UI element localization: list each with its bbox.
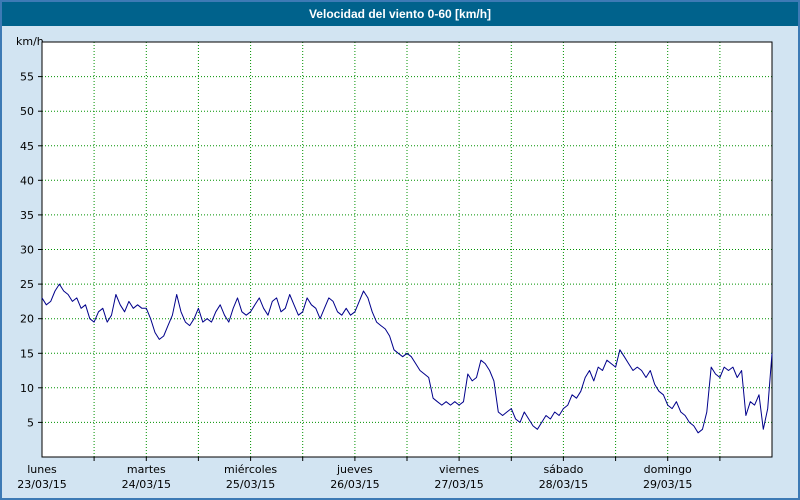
svg-text:55: 55 bbox=[20, 71, 34, 84]
svg-text:jueves: jueves bbox=[336, 463, 373, 476]
x-axis-labels: lunes 23/03/15 martes 24/03/15 miércoles 25/0… bbox=[17, 463, 692, 491]
axis-ticks bbox=[38, 76, 721, 461]
svg-text:23/03/15: 23/03/15 bbox=[17, 478, 66, 491]
svg-text:24/03/15: 24/03/15 bbox=[122, 478, 171, 491]
svg-text:viernes: viernes bbox=[439, 463, 479, 476]
svg-text:martes: martes bbox=[127, 463, 166, 476]
y-axis-unit-label: km/h bbox=[16, 35, 44, 48]
wind-speed-line bbox=[41, 283, 773, 434]
svg-text:15: 15 bbox=[20, 347, 34, 360]
svg-text:50: 50 bbox=[20, 105, 34, 118]
svg-text:26/03/15: 26/03/15 bbox=[330, 478, 379, 491]
svg-text:10: 10 bbox=[20, 382, 34, 395]
svg-text:29/03/15: 29/03/15 bbox=[643, 478, 692, 491]
svg-text:25/03/15: 25/03/15 bbox=[226, 478, 275, 491]
svg-text:35: 35 bbox=[20, 209, 34, 222]
wind-speed-chart: 5 10 15 20 25 30 35 40 45 50 55 lunes 23/03/15 martes… bbox=[17, 41, 773, 491]
grid bbox=[42, 42, 772, 457]
svg-text:20: 20 bbox=[20, 313, 34, 326]
svg-text:5: 5 bbox=[27, 416, 34, 429]
y-axis-labels: 5 10 15 20 25 30 35 40 45 50 55 bbox=[20, 71, 34, 430]
svg-text:sábado: sábado bbox=[543, 463, 583, 476]
svg-text:lunes: lunes bbox=[27, 463, 57, 476]
chart-title: Velocidad del viento 0-60 [km/h] bbox=[2, 2, 798, 26]
svg-text:40: 40 bbox=[20, 174, 34, 187]
svg-text:miércoles: miércoles bbox=[224, 463, 277, 476]
svg-text:domingo: domingo bbox=[644, 463, 692, 476]
svg-text:25: 25 bbox=[20, 278, 34, 291]
svg-text:28/03/15: 28/03/15 bbox=[539, 478, 588, 491]
svg-text:45: 45 bbox=[20, 140, 34, 153]
svg-text:30: 30 bbox=[20, 244, 34, 257]
svg-text:27/03/15: 27/03/15 bbox=[434, 478, 483, 491]
